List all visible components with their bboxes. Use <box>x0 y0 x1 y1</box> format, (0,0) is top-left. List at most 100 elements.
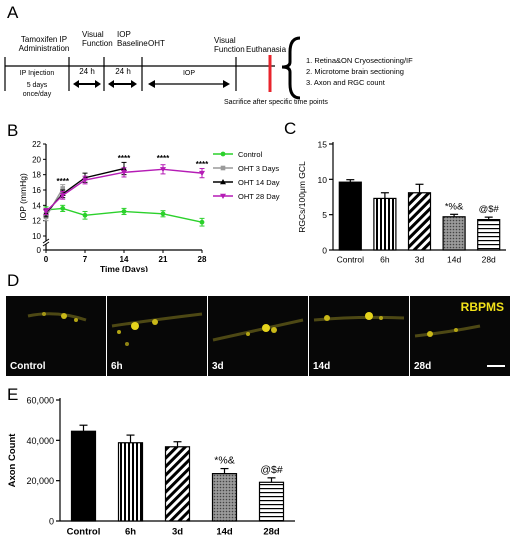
visual-function-label: Visual <box>82 30 104 39</box>
x-tick-label: 7 <box>83 255 88 264</box>
y-axis-title: Axon Count <box>7 433 18 488</box>
dosing-label: 5 days <box>27 82 48 89</box>
visual-function-2-label: Visual <box>214 36 236 45</box>
panel-label-a: A <box>7 3 19 22</box>
interval-label-1: 24 h <box>79 67 95 76</box>
bar-control <box>70 424 97 522</box>
y-tick-label: 16 <box>32 186 41 195</box>
bar-28d <box>258 477 285 522</box>
significance-label: @$# <box>260 464 282 476</box>
x-tick-label: 3d <box>172 527 183 538</box>
micrograph-staining <box>212 318 304 342</box>
legend-label: OHT 28 Days <box>238 192 280 201</box>
panel-label-e: E <box>7 385 19 404</box>
oht-label: OHT <box>148 39 165 48</box>
tamoxifen-label-2: Administration <box>19 44 70 53</box>
legend-label: OHT 14 Days <box>238 178 280 187</box>
data-point <box>60 206 66 211</box>
scale-bar <box>487 365 505 367</box>
y-tick-label: 0 <box>49 517 54 527</box>
significance-label: *%& <box>214 455 234 467</box>
x-tick-label: 28d <box>482 255 496 265</box>
bar-28d <box>477 216 501 251</box>
micrograph-label: 6h <box>111 361 123 372</box>
outcome-item: 1. Retina&ON Cryosectioning/IF <box>306 56 413 65</box>
bar <box>477 219 501 251</box>
dosing-label-2: once/day <box>23 91 52 98</box>
bar-3d <box>407 183 432 251</box>
series-oht-28-days <box>43 164 205 216</box>
data-point <box>220 165 226 171</box>
micrograph-staining <box>414 324 481 338</box>
bar <box>164 446 191 522</box>
micrograph-staining <box>27 312 87 322</box>
significance-label: *%& <box>445 201 464 212</box>
y-tick-label: 0 <box>322 246 327 256</box>
bar <box>373 197 397 251</box>
micrograph-6h: 6h <box>107 296 207 376</box>
legend-label: Control <box>238 150 263 159</box>
micrograph-label: 3d <box>212 361 224 372</box>
y-tick-label: 20 <box>32 155 41 164</box>
micrograph-label: Control <box>10 361 46 372</box>
micrograph-staining <box>313 312 405 322</box>
euthanasia-label: Euthanasia <box>246 45 287 54</box>
iop-baseline-label: IOP <box>117 30 131 39</box>
significance-label: **** <box>157 154 170 163</box>
x-tick-label: 3d <box>415 255 425 265</box>
y-tick-label: 60,000 <box>26 396 54 406</box>
y-tick-label: 18 <box>32 171 41 180</box>
x-tick-label: 6h <box>125 527 136 538</box>
micrograph-control: Control <box>6 296 106 376</box>
axis-break <box>42 241 50 247</box>
outcome-brace <box>281 36 301 100</box>
data-point <box>60 186 66 191</box>
x-tick-label: 6h <box>380 255 390 265</box>
y-tick-label: 20,000 <box>26 476 54 486</box>
bar <box>442 216 466 251</box>
y-tick-label: 40,000 <box>26 436 54 446</box>
stain-label: RBPMS <box>460 300 504 314</box>
y-axis-title: RGCs/100μm GCL <box>297 161 307 233</box>
significance-label: @$# <box>479 204 500 215</box>
micrograph-28d: RBPMS 28d <box>410 296 510 376</box>
micrograph-label: 28d <box>414 361 432 372</box>
bar <box>258 481 285 522</box>
iop-line-chart: 0 10 12 14 16 18 20 22 0 7 14 21 28 Time (Days) IOP (m… <box>18 140 280 272</box>
series-line <box>45 168 203 212</box>
double-arrow-1 <box>73 80 101 88</box>
data-point <box>160 211 166 217</box>
interval-label-2: 24 h <box>115 67 131 76</box>
panel-label-d: D <box>7 271 20 290</box>
series-control <box>43 204 205 227</box>
y-tick-label: 10 <box>32 232 41 241</box>
panel-label-b: B <box>7 121 19 140</box>
legend-label: OHT 3 Days <box>238 164 279 173</box>
bar <box>407 192 432 251</box>
data-point <box>82 212 88 218</box>
x-tick-label: 21 <box>159 255 168 264</box>
data-point <box>199 219 205 225</box>
timeline-diagram: Tamoxifen IP Administration Visual Funct… <box>4 30 413 106</box>
data-point <box>160 167 166 173</box>
y-tick-label: 22 <box>32 140 41 149</box>
bar-control <box>338 179 362 251</box>
micrograph-staining <box>111 312 203 346</box>
bar-6h <box>117 434 144 522</box>
axis-break <box>42 238 50 244</box>
visual-function-label-2: Function <box>82 39 113 48</box>
series-line <box>45 207 203 223</box>
data-point <box>82 177 88 184</box>
data-point <box>121 209 127 214</box>
x-tick-label: Control <box>337 255 365 265</box>
bar-6h <box>373 192 397 251</box>
outcome-item: 3. Axon and RGC count <box>306 78 386 87</box>
y-tick-label: 10 <box>318 175 328 185</box>
bar-14d <box>442 213 466 251</box>
tamoxifen-label: Tamoxifen IP <box>21 35 67 44</box>
micrograph-14d: 14d <box>309 296 409 376</box>
y-tick-label: 14 <box>32 201 41 210</box>
data-point <box>220 179 226 185</box>
bar-14d <box>211 467 238 522</box>
double-arrow-iop <box>148 80 230 88</box>
